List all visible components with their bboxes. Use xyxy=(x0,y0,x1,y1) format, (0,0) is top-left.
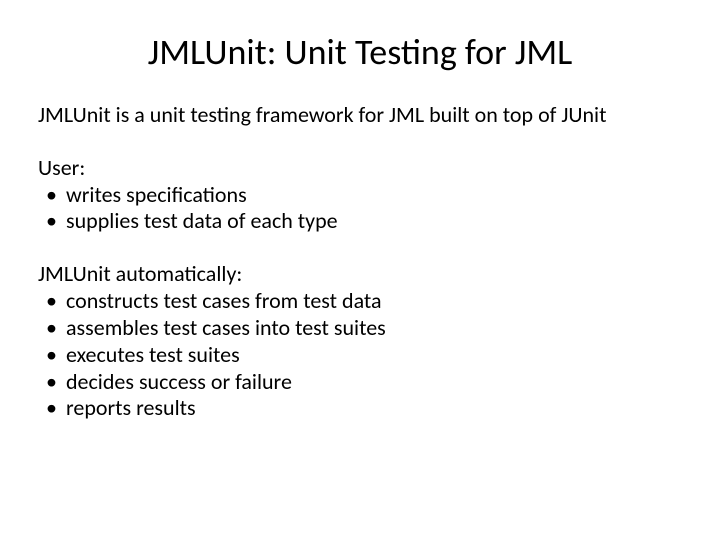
intro-paragraph: JMLUnit is a unit testing framework for … xyxy=(38,102,682,129)
list-item: reports results xyxy=(38,395,682,422)
slide-body: JMLUnit is a unit testing framework for … xyxy=(38,102,682,422)
list-item: writes specifications xyxy=(38,182,682,209)
user-section-label: User: xyxy=(38,155,682,182)
list-item: supplies test data of each type xyxy=(38,208,682,235)
list-item: decides success or failure xyxy=(38,369,682,396)
slide: JMLUnit: Unit Testing for JML JMLUnit is… xyxy=(0,0,720,540)
list-item: executes test suites xyxy=(38,342,682,369)
list-item: constructs test cases from test data xyxy=(38,288,682,315)
auto-section-label: JMLUnit automatically: xyxy=(38,261,682,288)
user-bullet-list: writes specifications supplies test data… xyxy=(38,182,682,236)
list-item: assembles test cases into test suites xyxy=(38,315,682,342)
auto-bullet-list: constructs test cases from test data ass… xyxy=(38,288,682,422)
slide-title: JMLUnit: Unit Testing for JML xyxy=(38,30,682,74)
